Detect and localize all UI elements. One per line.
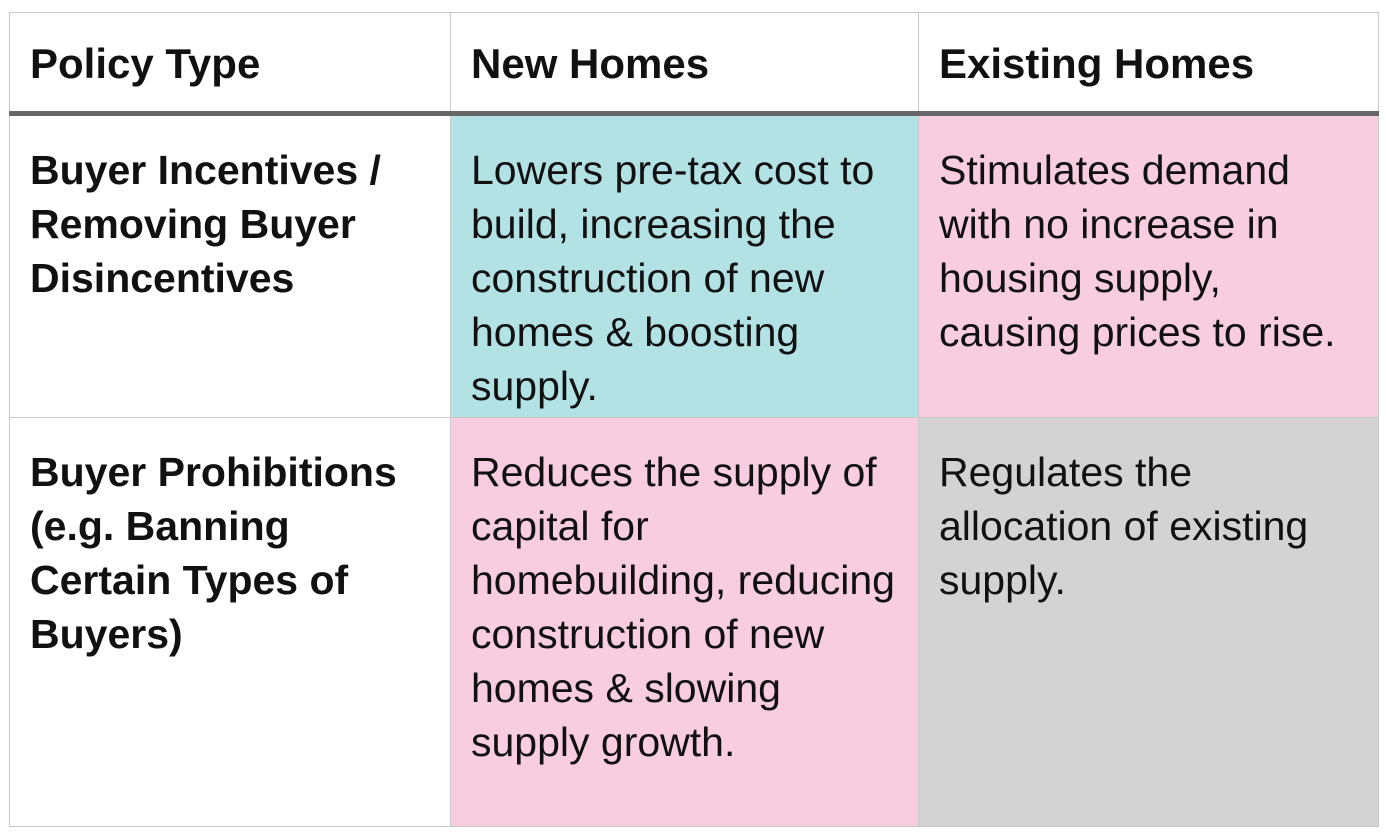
row-label-buyer-prohibitions: Buyer Prohibitions (e.g. Banning Certain…	[9, 417, 451, 827]
row-label-buyer-incentives: Buyer Incentives / Removing Buyer Disinc…	[9, 113, 451, 418]
table-header: Policy Type New Homes Existing Homes	[9, 12, 1379, 116]
table-row: Buyer Incentives / Removing Buyer Disinc…	[9, 113, 1379, 418]
header-new-homes: New Homes	[450, 12, 919, 116]
cell-prohibitions-new-homes: Reduces the supply of capital for homebu…	[450, 417, 919, 827]
policy-comparison-table: Policy Type New Homes Existing Homes Buy…	[9, 12, 1379, 827]
table-row: Buyer Prohibitions (e.g. Banning Certain…	[9, 417, 1379, 827]
cell-incentives-new-homes: Lowers pre-tax cost to build, increasing…	[450, 113, 919, 418]
header-row: Policy Type New Homes Existing Homes	[9, 12, 1379, 116]
cell-incentives-existing-homes: Stimulates demand with no increase in ho…	[918, 113, 1379, 418]
cell-prohibitions-existing-homes: Regulates the allocation of existing sup…	[918, 417, 1379, 827]
header-policy-type: Policy Type	[9, 12, 451, 116]
table-body: Buyer Incentives / Removing Buyer Disinc…	[9, 113, 1379, 827]
header-existing-homes: Existing Homes	[918, 12, 1379, 116]
